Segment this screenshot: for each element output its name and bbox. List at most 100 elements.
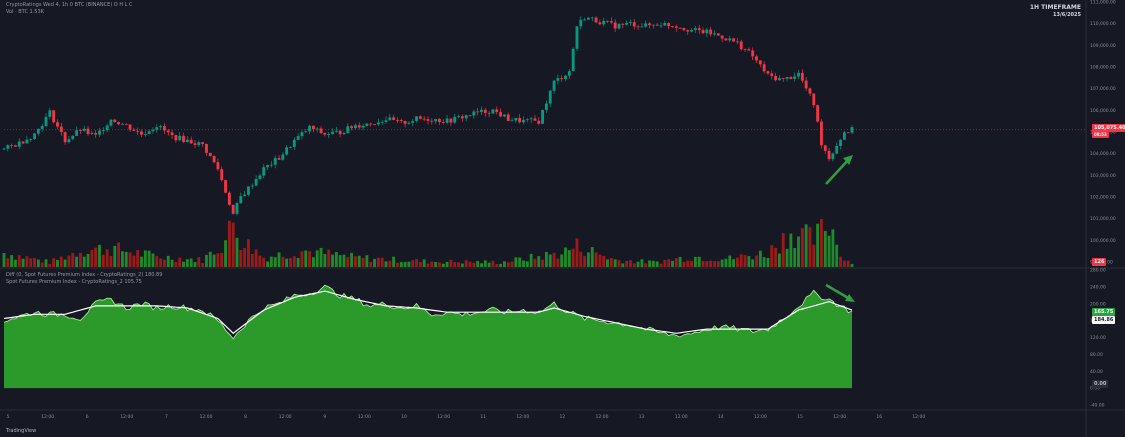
candle bbox=[747, 49, 751, 51]
volume-bar bbox=[629, 260, 632, 267]
candle bbox=[709, 29, 713, 35]
candle bbox=[338, 130, 342, 135]
volume-bar bbox=[285, 258, 289, 267]
candle bbox=[90, 132, 94, 134]
volume-bar bbox=[648, 260, 651, 267]
volume-bar bbox=[308, 251, 312, 267]
candle bbox=[59, 126, 63, 133]
candle bbox=[453, 116, 457, 123]
volume-bar bbox=[14, 259, 17, 267]
volume-bar bbox=[606, 259, 609, 267]
volume-bar bbox=[514, 257, 518, 267]
volume-bar bbox=[17, 255, 21, 267]
volume-bar bbox=[361, 257, 365, 267]
indicator-tick-label: -40.00 bbox=[1090, 403, 1105, 409]
volume-bar bbox=[254, 249, 258, 267]
candle bbox=[632, 22, 636, 27]
candle bbox=[686, 30, 690, 32]
volume-bar bbox=[716, 261, 720, 267]
volume-bar bbox=[548, 254, 552, 267]
candle bbox=[361, 125, 365, 128]
candle bbox=[304, 131, 308, 133]
volume-bar bbox=[690, 260, 693, 267]
price-tag: 105,075.40 bbox=[1092, 124, 1125, 132]
volume-bar bbox=[10, 255, 14, 267]
volume-bar bbox=[441, 263, 445, 267]
volume-bar bbox=[777, 253, 781, 267]
candle bbox=[36, 128, 40, 134]
volume-bar bbox=[193, 261, 197, 267]
volume-bar bbox=[98, 244, 101, 267]
candle bbox=[590, 17, 594, 19]
volume-bar bbox=[369, 261, 373, 267]
candle bbox=[6, 145, 10, 149]
volume-bar bbox=[220, 252, 224, 267]
candle bbox=[147, 131, 151, 134]
candle bbox=[396, 119, 399, 121]
candle bbox=[75, 130, 79, 136]
indicator-tick-label: 0.00 bbox=[1090, 386, 1100, 392]
candle bbox=[151, 129, 155, 132]
volume-bar bbox=[67, 255, 71, 267]
volume-bar bbox=[159, 258, 163, 267]
price-tick-label: 101,000.00 bbox=[1090, 216, 1116, 222]
volume-bar bbox=[510, 261, 514, 267]
volume-bar bbox=[273, 257, 277, 267]
volume-bar bbox=[816, 223, 820, 267]
candle bbox=[266, 165, 269, 168]
candle bbox=[705, 29, 709, 34]
candle bbox=[609, 21, 613, 23]
candle bbox=[10, 145, 14, 146]
candle bbox=[483, 109, 487, 113]
candle bbox=[52, 110, 56, 123]
volume-bar bbox=[735, 257, 739, 267]
candle bbox=[808, 88, 812, 94]
volume-bar bbox=[468, 261, 472, 267]
candle bbox=[105, 125, 109, 131]
candle bbox=[728, 38, 732, 41]
volume-bar bbox=[453, 262, 457, 267]
volume-bar bbox=[713, 261, 716, 267]
volume-bar bbox=[422, 259, 426, 267]
volume-bar bbox=[823, 230, 827, 267]
volume-bar bbox=[250, 253, 254, 267]
volume-bar bbox=[185, 259, 189, 267]
price-tick-label: 106,000.00 bbox=[1090, 108, 1116, 114]
candle bbox=[556, 78, 560, 81]
volume-bar bbox=[40, 262, 44, 267]
volume-bar bbox=[75, 256, 79, 267]
volume-bar bbox=[697, 256, 701, 267]
candle bbox=[682, 28, 686, 31]
volume-bar bbox=[724, 258, 728, 267]
candle bbox=[86, 128, 90, 134]
volume-bar bbox=[575, 238, 579, 267]
time-tick-label: 12:00 bbox=[596, 414, 609, 420]
candle bbox=[71, 135, 75, 140]
indicator-tick-label: 200.00 bbox=[1090, 301, 1106, 307]
volume-bar bbox=[831, 229, 835, 267]
volume-bar bbox=[804, 224, 808, 267]
volume-bar bbox=[338, 255, 342, 267]
candle bbox=[732, 38, 736, 42]
candle bbox=[667, 23, 671, 27]
time-tick-label: 12:00 bbox=[41, 414, 54, 420]
candle bbox=[124, 123, 128, 125]
volume-bar bbox=[205, 254, 208, 267]
candle bbox=[163, 126, 166, 131]
volume-bar bbox=[373, 258, 376, 267]
candle bbox=[384, 120, 388, 122]
volume-bar bbox=[36, 259, 40, 267]
candle bbox=[63, 132, 67, 143]
volume-bar bbox=[136, 250, 140, 267]
volume-bar bbox=[105, 249, 109, 267]
volume-bar bbox=[353, 256, 357, 267]
volume-bar bbox=[793, 247, 797, 267]
candle bbox=[189, 139, 193, 144]
indicator-tag-3: 0.00 bbox=[1092, 380, 1109, 388]
candle bbox=[797, 72, 800, 77]
candle bbox=[33, 133, 36, 140]
candle bbox=[804, 80, 808, 89]
volume-bar bbox=[227, 220, 231, 267]
candle bbox=[273, 158, 277, 165]
price-tick-label: 110,000.00 bbox=[1090, 21, 1116, 27]
